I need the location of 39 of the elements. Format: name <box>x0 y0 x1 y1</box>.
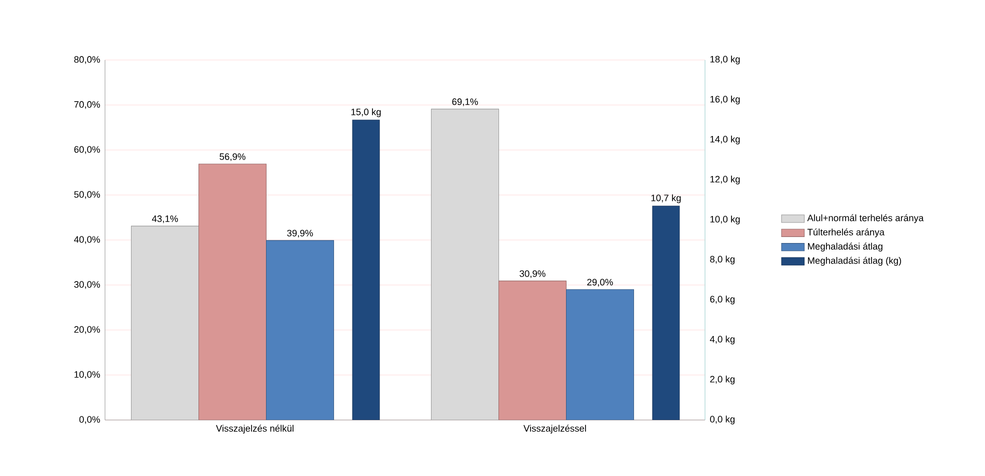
y2-tick-label: 10,0 kg <box>710 216 740 224</box>
y-tick-label: 20,0% <box>74 326 100 334</box>
y2-tick-label: 8,0 kg <box>710 256 735 264</box>
bar <box>266 240 334 420</box>
data-label: 15,0 kg <box>351 108 381 118</box>
legend-label: Alul+normál terhelés aránya <box>807 214 924 224</box>
y-tick-label: 70,0% <box>74 101 100 109</box>
y-tick-label: 60,0% <box>74 146 100 154</box>
x-tick-label: Visszajelzéssel <box>523 424 586 434</box>
bar <box>566 289 634 420</box>
y-tick-label: 40,0% <box>74 236 100 244</box>
legend-label: Meghaladási átlag (kg) <box>808 256 902 266</box>
y2-tick-label: 2,0 kg <box>710 376 735 384</box>
y2-tick-label: 16,0 kg <box>710 96 740 104</box>
data-label: 43,1% <box>152 215 178 224</box>
y2-tick-label: 4,0 kg <box>710 336 735 344</box>
bar <box>498 280 567 420</box>
y-tick-label: 30,0% <box>74 281 100 289</box>
data-label: 56,9% <box>220 153 246 162</box>
y-tick-label: 50,0% <box>74 191 100 199</box>
data-label: 10,7 kg <box>651 194 681 204</box>
y2-tick-label: 18,0 kg <box>710 56 740 64</box>
y2-tick-label: 6,0 kg <box>710 296 735 304</box>
y-tick-label: 0,0% <box>79 416 100 424</box>
y2-tick-label: 12,0 kg <box>710 176 740 184</box>
y2-tick-label: 14,0 kg <box>710 136 740 144</box>
legend-label: Meghaladási átlag <box>808 242 882 252</box>
bar <box>130 226 200 420</box>
y-tick-label: 80,0% <box>74 56 100 64</box>
y-tick-label: 10,0% <box>74 371 100 379</box>
x-tick-label: Visszajelzés nélkül <box>216 424 294 434</box>
bar <box>430 108 500 420</box>
data-label: 30,9% <box>520 270 546 278</box>
data-label: 29,0% <box>587 278 613 287</box>
y2-tick-label: 0,0 kg <box>710 416 735 424</box>
bar <box>198 164 267 420</box>
legend-label: Túlterhelés aránya <box>807 228 885 238</box>
data-label: 69,1% <box>452 98 478 106</box>
data-label: 39,9% <box>287 230 313 238</box>
